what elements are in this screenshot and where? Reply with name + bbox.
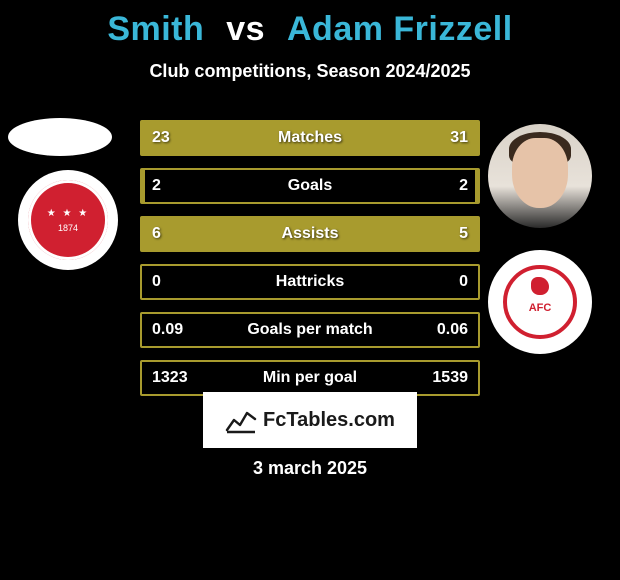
stat-value-right: 2 bbox=[459, 177, 468, 195]
stat-value-left: 23 bbox=[152, 129, 170, 147]
stat-value-right: 1539 bbox=[432, 369, 468, 387]
player2-club-crest: AFC bbox=[488, 250, 592, 354]
date-label: 3 march 2025 bbox=[253, 458, 367, 479]
source-logo-text: FcTables.com bbox=[263, 409, 395, 432]
player1-club-crest: ★ ★ ★ 1874 bbox=[18, 170, 118, 270]
stat-label: Hattricks bbox=[276, 273, 344, 291]
player2-photo bbox=[488, 124, 592, 228]
stat-label: Min per goal bbox=[263, 369, 357, 387]
stat-value-left: 2 bbox=[152, 177, 161, 195]
stat-value-left: 0 bbox=[152, 273, 161, 291]
stat-value-left: 0.09 bbox=[152, 321, 183, 339]
fctables-icon bbox=[225, 406, 257, 434]
vs-separator: vs bbox=[226, 10, 265, 48]
source-logo: FcTables.com bbox=[203, 392, 417, 448]
stat-value-right: 31 bbox=[450, 129, 468, 147]
stats-table: 23 31 Matches 2 2 Goals 6 5 Assists 0 0 Hattricks 0.… bbox=[140, 120, 480, 408]
stat-row: 0 0 Hattricks bbox=[140, 264, 480, 300]
stat-value-left: 6 bbox=[152, 225, 161, 243]
stat-label: Matches bbox=[278, 129, 342, 147]
stat-label: Assists bbox=[282, 225, 339, 243]
stat-value-right: 5 bbox=[459, 225, 468, 243]
stat-row: 0.09 0.06 Goals per match bbox=[140, 312, 480, 348]
player1-name: Smith bbox=[107, 10, 204, 48]
stat-label: Goals per match bbox=[247, 321, 372, 339]
subtitle: Club competitions, Season 2024/2025 bbox=[0, 61, 620, 82]
stat-fill-left bbox=[142, 170, 145, 202]
stat-row: 23 31 Matches bbox=[140, 120, 480, 156]
stat-row: 1323 1539 Min per goal bbox=[140, 360, 480, 396]
stat-value-right: 0.06 bbox=[437, 321, 468, 339]
stat-fill-right bbox=[475, 170, 478, 202]
stat-row: 6 5 Assists bbox=[140, 216, 480, 252]
player2-name: Adam Frizzell bbox=[287, 10, 513, 48]
stat-label: Goals bbox=[288, 177, 332, 195]
stat-value-right: 0 bbox=[459, 273, 468, 291]
player1-photo bbox=[8, 118, 112, 156]
stat-fill-right bbox=[323, 218, 478, 250]
stat-value-left: 1323 bbox=[152, 369, 188, 387]
stat-row: 2 2 Goals bbox=[140, 168, 480, 204]
comparison-title: Smith vs Adam Frizzell bbox=[0, 0, 620, 49]
